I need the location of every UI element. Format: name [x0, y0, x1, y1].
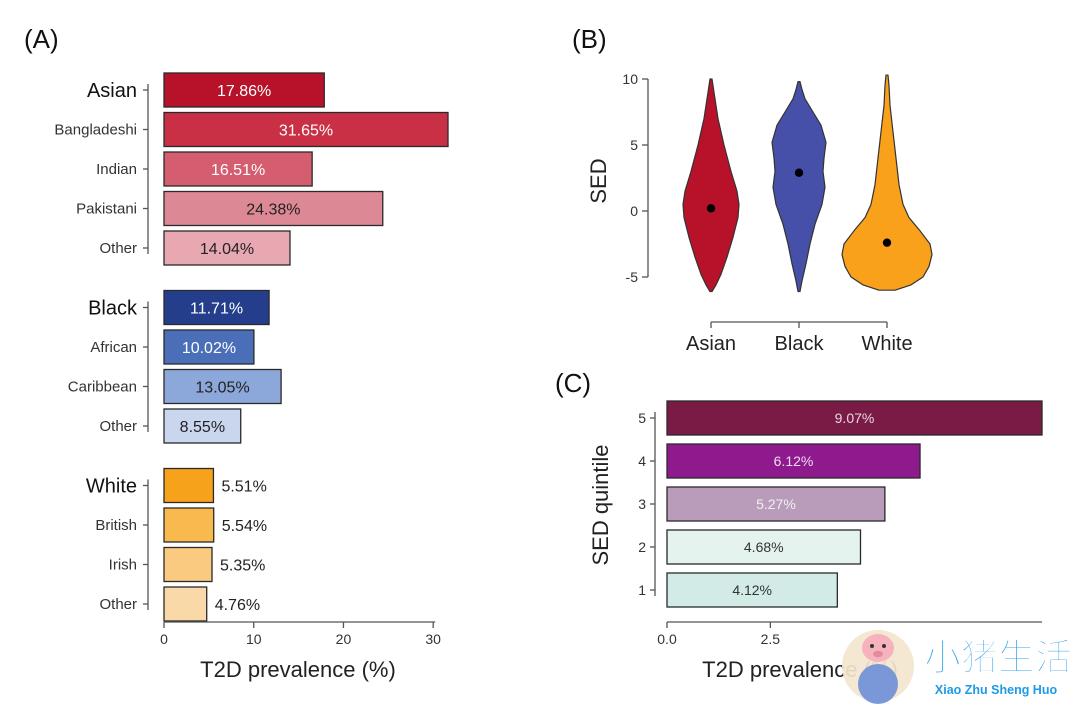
subgroup-label: Other	[99, 418, 137, 435]
quintile-bar	[666, 572, 838, 608]
y-tick-label: 10	[622, 71, 638, 87]
data-label: 11.71%	[190, 301, 243, 318]
median-point	[706, 204, 716, 213]
panel-b-y-axis-label: SED	[586, 158, 611, 203]
data-label: 8.55%	[180, 419, 225, 436]
group-bar	[163, 289, 270, 326]
subgroup-label: Other	[99, 240, 137, 257]
data-label: 4.68%	[744, 539, 784, 555]
subgroup-bar	[163, 507, 215, 543]
subgroup-label: Irish	[109, 557, 137, 574]
subgroup-bar	[163, 408, 242, 444]
y-tick-label: -5	[626, 269, 639, 285]
subgroup-bar	[163, 151, 313, 187]
panel-b-label: (B)	[572, 24, 607, 54]
data-label: 17.86%	[217, 83, 271, 100]
panel-a-label: (A)	[24, 24, 59, 54]
group-label: White	[86, 476, 137, 498]
violin-white	[841, 74, 933, 291]
panel-b: (B) SED 10 5 0 -5 Asian Black White	[572, 24, 933, 355]
group-bar	[163, 467, 215, 504]
data-label: 31.65%	[279, 123, 333, 140]
y-tick-label: 4	[638, 453, 646, 469]
panel-c: (C) SED quintile 9.07% 6.12% 5.27% 4.68% 4.1…	[555, 368, 1043, 682]
x-tick-label: 20	[336, 631, 352, 647]
quintile-bar	[666, 400, 1043, 436]
subgroup-bar	[163, 190, 384, 227]
y-tick-label: 3	[638, 496, 646, 512]
y-tick-label: 1	[638, 582, 646, 598]
subgroup-bar	[163, 368, 282, 405]
quintile-bar	[666, 486, 886, 522]
quintile-bar	[666, 443, 921, 479]
subgroup-bar	[163, 111, 449, 148]
data-label: 5.35%	[220, 558, 265, 575]
group-label: Asian	[87, 80, 137, 102]
panel-c-y-axis-label: SED quintile	[588, 444, 613, 565]
panel-a: (A) Asian 17.86% Bangladeshi 31.65% Indian 16…	[24, 24, 449, 682]
data-label: 24.38%	[246, 202, 300, 219]
subgroup-bar	[163, 586, 208, 622]
watermark-logo: 小猪生活 Xiao Zhu Sheng Huo	[842, 630, 1073, 704]
violin-black	[771, 81, 827, 293]
violin-asian	[682, 78, 740, 293]
subgroup-label: British	[95, 517, 137, 534]
data-label: 4.76%	[215, 597, 260, 614]
mascot-face-icon	[862, 634, 894, 662]
x-tick-label: Black	[775, 333, 825, 355]
subgroup-label: Bangladeshi	[54, 122, 137, 139]
subgroup-label: Pakistani	[76, 201, 137, 218]
x-tick-label: 30	[425, 631, 441, 647]
watermark-chinese-text: 小猪生活	[924, 636, 1072, 679]
subgroup-bar	[163, 546, 213, 583]
data-label: 10.02%	[182, 340, 236, 357]
subgroup-label: African	[90, 339, 137, 356]
subgroup-bar	[163, 230, 291, 266]
data-label: 13.05%	[195, 380, 249, 397]
watermark-latin-text: Xiao Zhu Sheng Huo	[935, 683, 1058, 697]
data-label: 14.04%	[200, 241, 254, 258]
quintile-bar	[666, 529, 862, 565]
x-tick-label: Asian	[686, 333, 736, 355]
x-tick-label: 0	[160, 631, 168, 647]
subgroup-label: Indian	[96, 161, 137, 178]
mascot-snout-icon	[873, 650, 883, 658]
median-point	[882, 238, 892, 247]
x-tick-label: White	[861, 333, 912, 355]
mascot-ball-icon	[858, 664, 898, 704]
y-tick-label: 5	[630, 137, 638, 153]
group-bar	[163, 72, 325, 108]
panel-a-x-axis-label: T2D prevalence (%)	[200, 657, 396, 682]
data-label: 5.54%	[222, 518, 267, 535]
y-tick-label: 0	[630, 203, 638, 219]
subgroup-label: Caribbean	[68, 379, 137, 396]
median-point	[794, 168, 804, 177]
data-label: 16.51%	[211, 162, 265, 179]
x-tick-label: 10	[246, 631, 262, 647]
mascot-eye-icon	[882, 644, 886, 648]
y-tick-label: 2	[638, 539, 646, 555]
data-label: 4.12%	[732, 582, 772, 598]
subgroup-bar	[163, 329, 255, 365]
panel-c-label: (C)	[555, 368, 591, 398]
data-label: 9.07%	[835, 410, 875, 426]
data-label: 6.12%	[774, 453, 814, 469]
group-label: Black	[88, 298, 138, 320]
mascot-eye-icon	[870, 644, 874, 648]
y-tick-label: 5	[638, 410, 646, 426]
x-tick-label: 0.0	[657, 631, 677, 647]
data-label: 5.51%	[221, 479, 266, 496]
subgroup-label: Other	[99, 596, 137, 613]
data-label: 5.27%	[756, 496, 796, 512]
x-tick-label: 2.5	[761, 631, 781, 647]
